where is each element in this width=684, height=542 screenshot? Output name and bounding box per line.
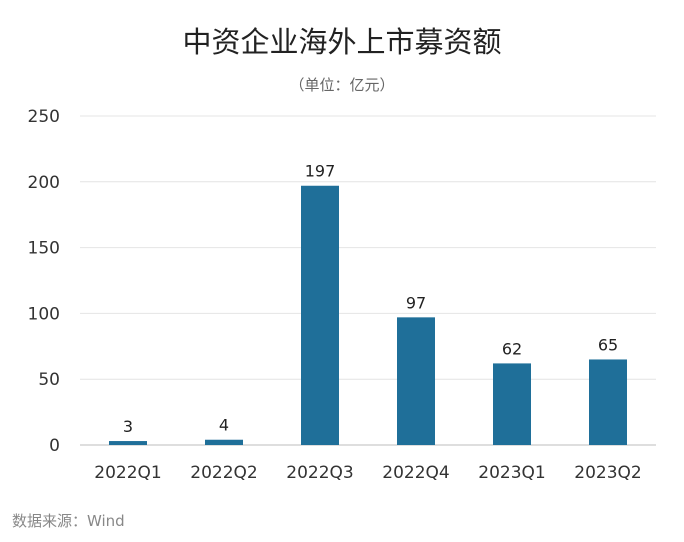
bars bbox=[109, 185, 627, 446]
y-tick-label: 50 bbox=[38, 370, 60, 390]
data-labels: 3 4 197 97 62 65 bbox=[123, 162, 618, 436]
gridlines bbox=[80, 115, 656, 446]
bar bbox=[205, 439, 243, 445]
y-tick-label: 100 bbox=[28, 304, 60, 324]
data-label: 65 bbox=[598, 335, 618, 354]
x-axis-ticks: 2022Q1 2022Q2 2022Q3 2022Q4 2023Q1 2023Q2 bbox=[94, 463, 641, 483]
y-axis-ticks: 0 50 100 150 200 250 bbox=[28, 107, 60, 456]
data-label: 3 bbox=[123, 417, 133, 436]
data-label: 62 bbox=[502, 339, 522, 358]
data-label: 197 bbox=[305, 162, 336, 181]
x-tick-label: 2023Q1 bbox=[478, 463, 545, 483]
data-label: 4 bbox=[219, 416, 229, 435]
chart-title: 中资企业海外上市募资额 bbox=[182, 25, 501, 59]
y-tick-label: 0 bbox=[49, 436, 60, 456]
x-tick-label: 2022Q3 bbox=[286, 463, 353, 483]
x-tick-label: 2022Q1 bbox=[94, 463, 161, 483]
data-label: 97 bbox=[406, 293, 426, 312]
x-tick-label: 2023Q2 bbox=[574, 463, 641, 483]
bar bbox=[109, 441, 147, 445]
chart-subtitle: （单位：亿元） bbox=[289, 76, 394, 94]
x-tick-label: 2022Q2 bbox=[190, 463, 257, 483]
x-tick-label: 2022Q4 bbox=[382, 463, 449, 483]
bar bbox=[493, 363, 531, 445]
y-tick-label: 250 bbox=[28, 107, 60, 127]
bar bbox=[301, 185, 339, 446]
bar bbox=[589, 359, 627, 445]
bar bbox=[397, 317, 435, 445]
y-tick-label: 200 bbox=[28, 173, 60, 193]
source-note: 数据来源：Wind bbox=[12, 512, 125, 530]
y-tick-label: 150 bbox=[28, 239, 60, 259]
